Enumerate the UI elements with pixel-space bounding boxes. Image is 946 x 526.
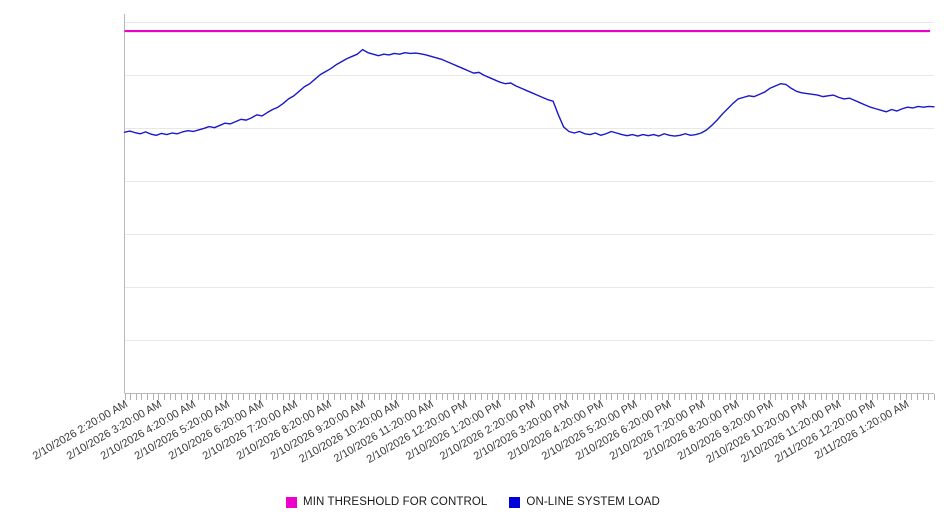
chart-legend: MIN THRESHOLD FOR CONTROL ON-LINE SYSTEM… bbox=[0, 496, 946, 508]
legend-label-threshold: MIN THRESHOLD FOR CONTROL bbox=[303, 496, 488, 508]
x-axis-labels: 2/10/2026 2:20:00 AM2/10/2026 3:20:00 AM… bbox=[31, 398, 911, 466]
x-axis-ticks bbox=[125, 394, 935, 400]
legend-item-threshold[interactable]: MIN THRESHOLD FOR CONTROL bbox=[286, 496, 487, 508]
series-on-line-system-load bbox=[123, 48, 935, 137]
legend-label-system-load: ON-LINE SYSTEM LOAD bbox=[526, 496, 660, 508]
gridlines bbox=[124, 22, 934, 394]
legend-item-system-load[interactable]: ON-LINE SYSTEM LOAD bbox=[509, 496, 660, 508]
data-series bbox=[123, 29, 935, 137]
legend-swatch-system-load bbox=[509, 496, 521, 508]
legend-swatch-threshold bbox=[286, 496, 298, 508]
